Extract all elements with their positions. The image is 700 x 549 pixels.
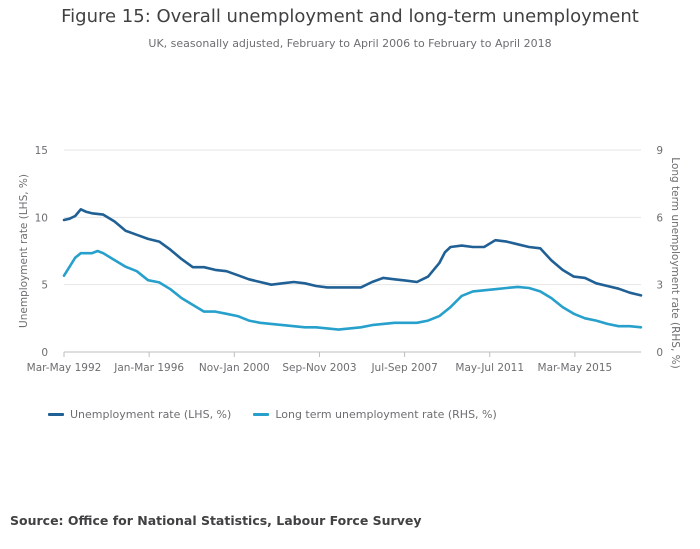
axes: 0 5 10 15 0 3 6 9 Mar-May 1992 Jan-Mar 1996 Nov-Ja… [18, 145, 681, 374]
chart-title: Figure 15: Overall unemployment and long… [61, 6, 639, 27]
x-tick-label-0: Mar-May 1992 [27, 362, 102, 374]
y-right-tick-label-0: 0 [656, 347, 663, 359]
source-note: Source: Office for National Statistics, … [10, 513, 422, 528]
y-left-tick-label-2: 10 [35, 212, 48, 224]
legend-swatch-unemployment [48, 413, 64, 416]
x-tick-label-5: May-Jul 2011 [455, 362, 524, 374]
y-left-tick-label-0: 0 [41, 347, 48, 359]
legend: Unemployment rate (LHS, %) Long term une… [48, 408, 519, 421]
legend-item-unemployment[interactable]: Unemployment rate (LHS, %) [48, 408, 231, 421]
y-right-tick-label-3: 9 [656, 145, 663, 157]
y-left-tick-label-3: 15 [35, 145, 48, 157]
x-tick-label-3: Sep-Nov 2003 [282, 362, 356, 374]
y-left-axis-title: Unemployment rate (LHS, %) [18, 174, 30, 328]
legend-swatch-long-term [253, 413, 270, 416]
x-tick-label-6: Mar-May 2015 [538, 362, 613, 374]
legend-label-long-term: Long term unemployment rate (RHS, %) [275, 408, 497, 421]
y-left-tick-label-1: 5 [41, 280, 48, 292]
gridlines [64, 149, 641, 286]
chart-subtitle: UK, seasonally adjusted, February to Apr… [148, 37, 552, 50]
x-tick-label-4: Jul-Sep 2007 [370, 362, 437, 374]
y-right-axis-title: Long term unemployment rate (RHS, %) [669, 157, 681, 368]
series-line-unemployment [62, 208, 643, 297]
y-right-tick-label-2: 6 [656, 212, 663, 224]
legend-item-long-term[interactable]: Long term unemployment rate (RHS, %) [253, 408, 497, 421]
legend-label-unemployment: Unemployment rate (LHS, %) [70, 408, 232, 421]
y-right-tick-label-1: 3 [656, 280, 663, 292]
x-tick-label-1: Jan-Mar 1996 [113, 362, 184, 374]
x-tick-label-2: Nov-Jan 2000 [199, 362, 270, 374]
series-lines [62, 208, 643, 331]
series-line-long-term [62, 249, 643, 331]
